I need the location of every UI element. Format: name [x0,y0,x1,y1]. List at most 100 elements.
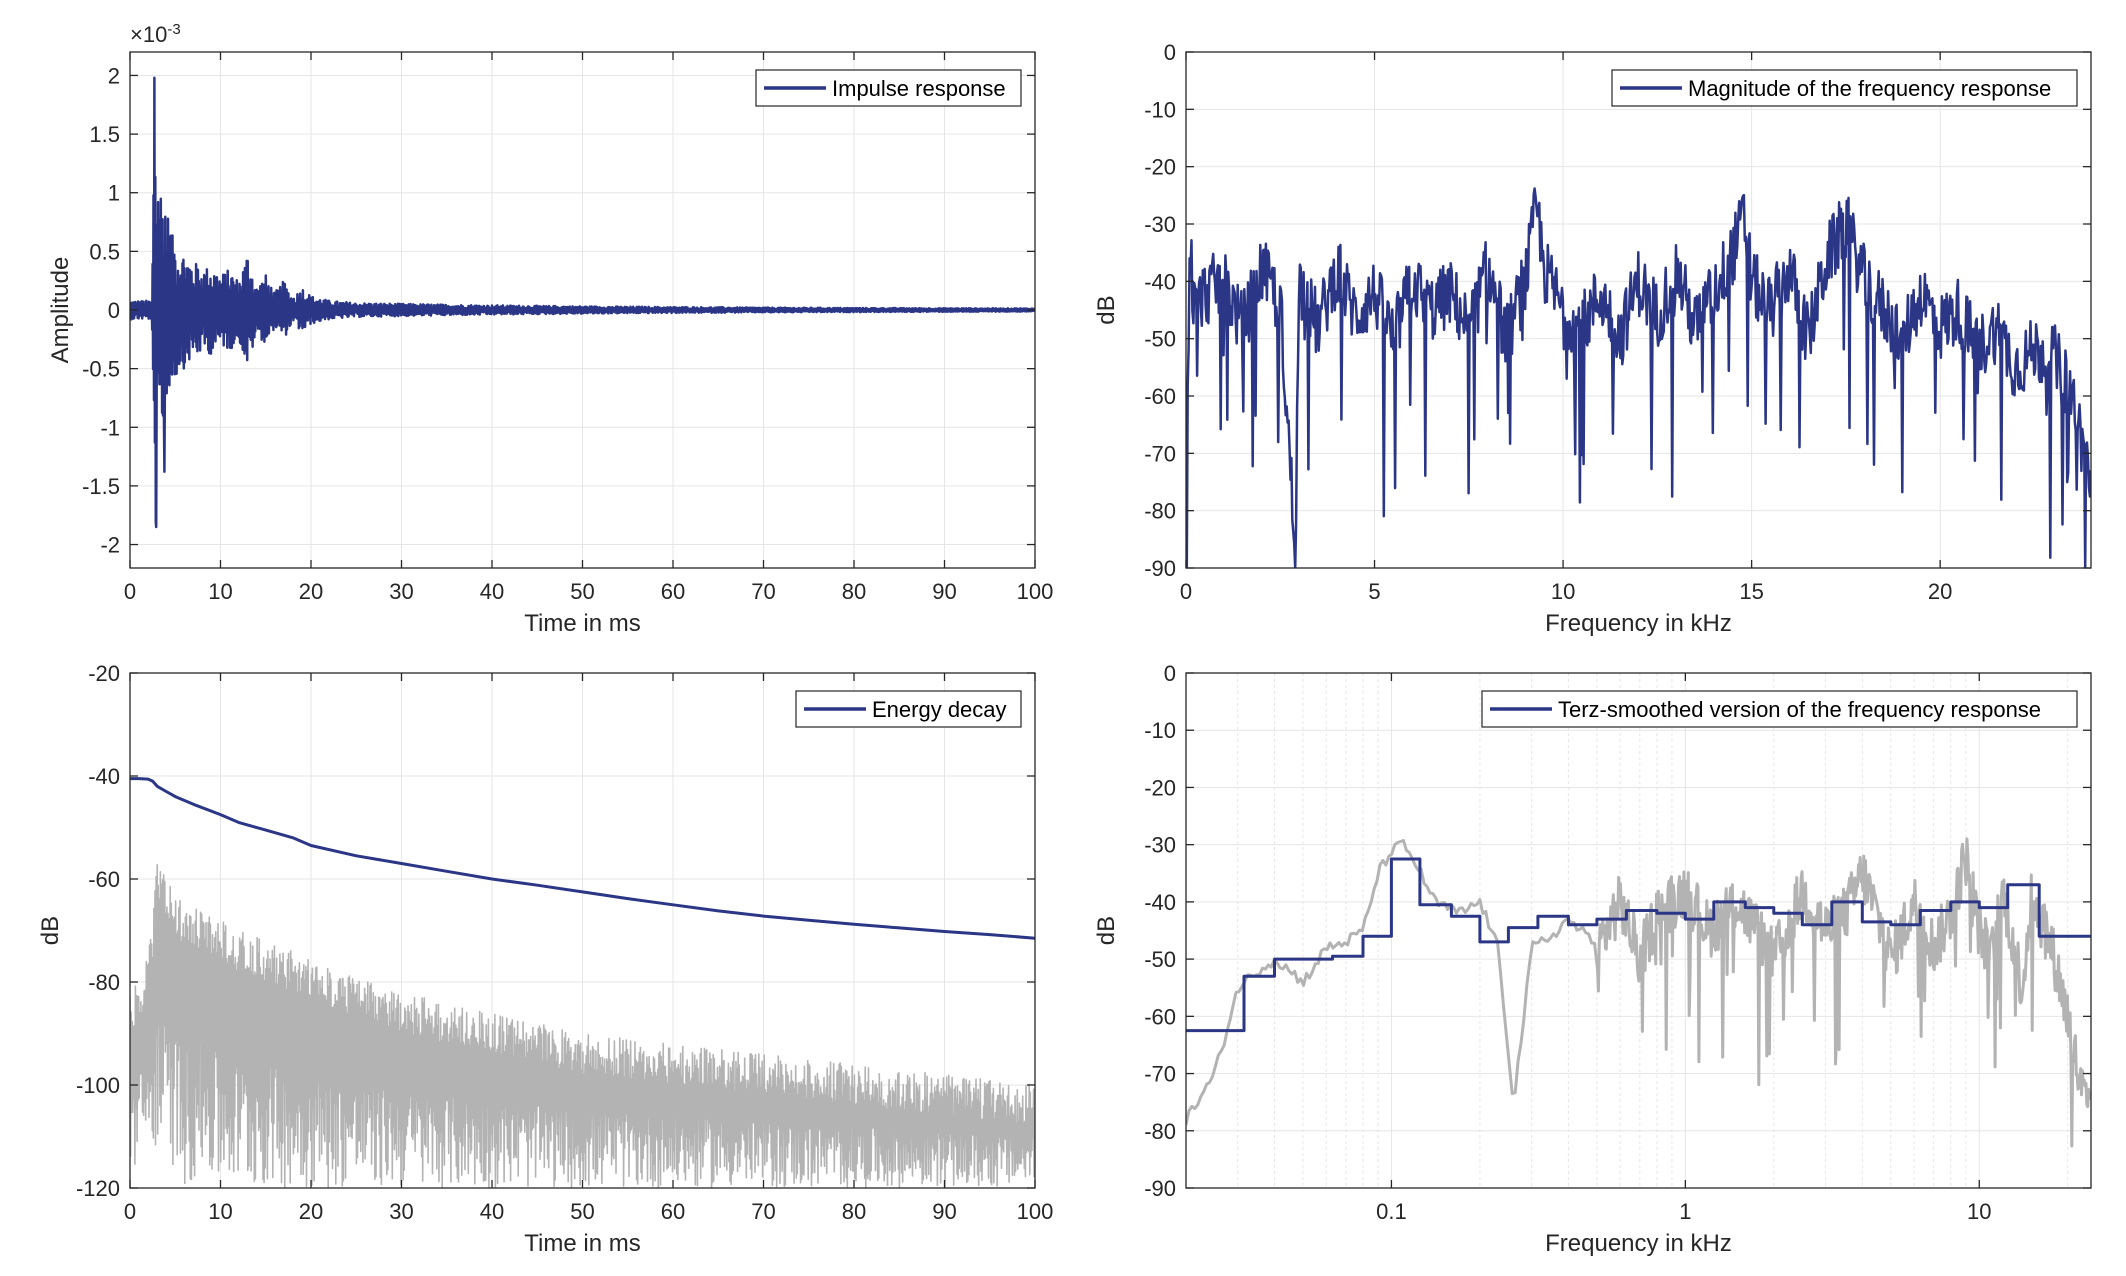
magnitude-legend: Magnitude of the frequency response [1611,69,2078,107]
terz-smoothed-version-of-the-frequency-response-line [1186,857,2091,1033]
magnitude-axes-box [1185,51,2092,569]
y-tick-label: -90 [1144,556,1176,581]
x-tick-label: 15 [1739,579,1763,604]
x-tick-label: 0 [124,1199,136,1224]
x-axis-label: Time in ms [524,610,640,637]
y-tick-label: 0.5 [89,239,120,264]
x-tick-label: 0.1 [1376,1199,1407,1224]
legend-label: Magnitude of the frequency response [1688,76,2051,101]
raw-background-line [130,864,1035,1188]
energy-decay-line [130,777,1035,940]
x-tick-label: 20 [299,579,323,604]
x-tick-label: 90 [932,1199,956,1224]
y-tick-label: -60 [88,867,120,892]
y-tick-label: -80 [1144,1119,1176,1144]
x-tick-label: 40 [480,579,504,604]
terz-legend: Terz-smoothed version of the frequency r… [1481,690,2078,728]
x-tick-label: 100 [1017,1199,1054,1224]
x-axis-label: Frequency in kHz [1545,1230,1732,1257]
terz-series [1186,837,2091,1148]
y-tick-label: -50 [1144,327,1176,352]
y-tick-label: -20 [1144,155,1176,180]
y-tick-label: -20 [1144,775,1176,800]
y-tick-label: -30 [1144,212,1176,237]
terz-ticks: 0.1 1 10 0 -10 -20 -30 -40 -50 -60 -70 -80 -90 [1144,661,2091,1224]
y-tick-label: -40 [1144,269,1176,294]
legend-label: Terz-smoothed version of the frequency r… [1558,697,2041,722]
y-tick-label: 1 [108,181,120,206]
y-tick-label: -100 [76,1073,120,1098]
frequency-magnitude-panel: 0 5 10 15 20 0 -10 -20 -30 -40 -50 -60 -70 -80 -90 Freq… [1093,40,2092,637]
decay-ticks: 0 10 20 30 40 50 60 70 80 90 100 -20 -40 -60 -80 -100 -1… [76,661,1053,1224]
y-axis-label: dB [37,916,64,945]
x-tick-label: 30 [389,1199,413,1224]
magnitude-of-the-frequency-response-line [1186,187,2091,568]
y-tick-label: -30 [1144,833,1176,858]
x-tick-label: 20 [299,1199,323,1224]
x-tick-label: 90 [932,579,956,604]
y-tick-label: -20 [88,661,120,686]
x-tick-label: 70 [751,1199,775,1224]
y-tick-label: 0 [108,298,120,323]
magnitude-series [1186,187,2091,568]
y-tick-label: -80 [1144,499,1176,524]
x-tick-label: 100 [1017,579,1054,604]
y-tick-label: -80 [88,970,120,995]
x-tick-label: 80 [842,1199,866,1224]
x-tick-label: 10 [208,579,232,604]
x-axis-label: Time in ms [524,1230,640,1257]
y-exponent-label: ×10-3 [130,21,181,47]
x-tick-label: 30 [389,579,413,604]
impulse-ticks: 0 10 20 30 40 50 60 70 80 90 100 2 1.5 1 0.5 0 -0.5 -1 -1.… [82,52,1053,604]
y-axis-label: dB [1093,295,1120,324]
x-tick-label: 80 [842,579,866,604]
y-tick-label: -0.5 [82,357,120,382]
x-tick-label: 50 [570,579,594,604]
impulse-series [130,76,1035,529]
x-tick-label: 10 [1967,1199,1991,1224]
legend-box [1481,690,2078,728]
x-tick-label: 0 [124,579,136,604]
y-tick-label: -1 [100,415,120,440]
y-tick-label: 0 [1164,40,1176,65]
y-tick-label: -90 [1144,1176,1176,1201]
legend-label: Impulse response [832,76,1006,101]
y-tick-label: -1.5 [82,474,120,499]
legend-box [1611,69,2078,107]
legend-label: Energy decay [872,697,1007,722]
x-tick-label: 10 [1551,579,1575,604]
x-tick-label: 70 [751,579,775,604]
y-axis-label: Amplitude [47,257,74,364]
energy-decay-panel: 0 10 20 30 40 50 60 70 80 90 100 -20 -40 -60 -80 -100 -1… [37,661,1053,1257]
y-tick-label: -120 [76,1176,120,1201]
y-tick-label: -70 [1144,1062,1176,1087]
y-tick-label: -60 [1144,1004,1176,1029]
x-tick-label: 40 [480,1199,504,1224]
y-tick-label: -40 [1144,890,1176,915]
magnitude-ticks: 0 5 10 15 20 0 -10 -20 -30 -40 -50 -60 -70 -80 -90 [1144,40,2091,604]
impulse-legend: Impulse response [755,69,1022,107]
y-tick-label: -50 [1144,947,1176,972]
x-tick-label: 50 [570,1199,594,1224]
x-axis-label: Frequency in kHz [1545,610,1732,637]
x-tick-label: 60 [661,579,685,604]
x-tick-label: 1 [1679,1199,1691,1224]
y-tick-label: -10 [1144,97,1176,122]
y-tick-label: -70 [1144,441,1176,466]
x-tick-label: 60 [661,1199,685,1224]
decay-series [130,777,1035,1188]
x-tick-label: 0 [1180,579,1192,604]
impulse-response-line [130,76,1035,529]
x-tick-label: 10 [208,1199,232,1224]
decay-legend: Energy decay [795,690,1022,728]
y-tick-label: -60 [1144,384,1176,409]
y-axis-label: dB [1093,916,1120,945]
raw-background-line [1186,837,2091,1148]
terz-smoothed-panel: 0.1 1 10 0 -10 -20 -30 -40 -50 -60 -70 -80 -90 Freque… [1093,661,2092,1257]
impulse-response-panel: 0 10 20 30 40 50 60 70 80 90 100 2 1.5 1 0.5 0 -0.5 -1 -1.… [47,21,1053,637]
y-tick-label: 1.5 [89,122,120,147]
y-tick-label: 2 [108,63,120,88]
y-tick-label: -2 [100,533,120,558]
x-tick-label: 20 [1928,579,1952,604]
